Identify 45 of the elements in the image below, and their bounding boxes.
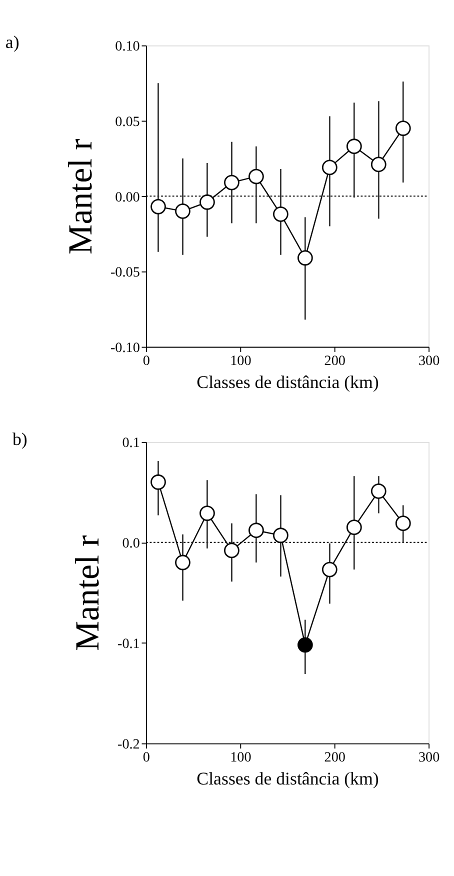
point: [370, 483, 386, 499]
x-tick-label: 100: [230, 750, 252, 766]
point: [297, 250, 313, 266]
point: [248, 522, 264, 538]
y-tick-label: 0.1: [122, 435, 140, 452]
x-tick-label: 200: [324, 750, 346, 766]
point: [150, 198, 166, 214]
text: a): [5, 32, 20, 52]
x-tick-label: 0: [142, 750, 150, 766]
y-axis-title: Mantel r: [62, 138, 100, 254]
point: [175, 203, 190, 219]
point: [272, 206, 288, 222]
x-axis-title: Classes de distância (km): [196, 372, 379, 392]
point: [248, 168, 264, 184]
y-axis-title: Mantel r: [70, 535, 107, 651]
y-tick-label: -0.10: [110, 340, 140, 356]
y-tick-label: 0.10: [115, 38, 140, 55]
x-tick-label: 100: [230, 353, 252, 370]
point: [200, 506, 215, 521]
point: [272, 528, 288, 544]
point: [175, 554, 190, 570]
point: [395, 516, 411, 531]
point: [200, 194, 215, 210]
point: [395, 120, 411, 136]
y-tick-label: 0.05: [115, 114, 140, 130]
point: [224, 174, 240, 190]
point: [322, 160, 338, 176]
point: [150, 474, 166, 490]
point: [370, 156, 386, 172]
point: [346, 138, 362, 154]
y-tick-label: -0.2: [118, 736, 140, 753]
y-tick-label: -0.05: [110, 264, 140, 281]
y-tick-label: 0.00: [115, 189, 140, 206]
x-axis-title: Classes de distância (km): [196, 768, 379, 788]
y-tick-label: 0.0: [122, 536, 140, 552]
point: [224, 542, 240, 558]
x-tick-label: 0: [142, 353, 150, 370]
y-tick-label: -0.1: [118, 636, 140, 652]
point: [346, 520, 362, 536]
point: [322, 562, 338, 578]
x-tick-label: 200: [324, 353, 346, 370]
text: b): [12, 428, 28, 449]
point: [297, 637, 313, 653]
x-tick-label: 300: [418, 353, 440, 370]
x-tick-label: 300: [418, 750, 440, 766]
